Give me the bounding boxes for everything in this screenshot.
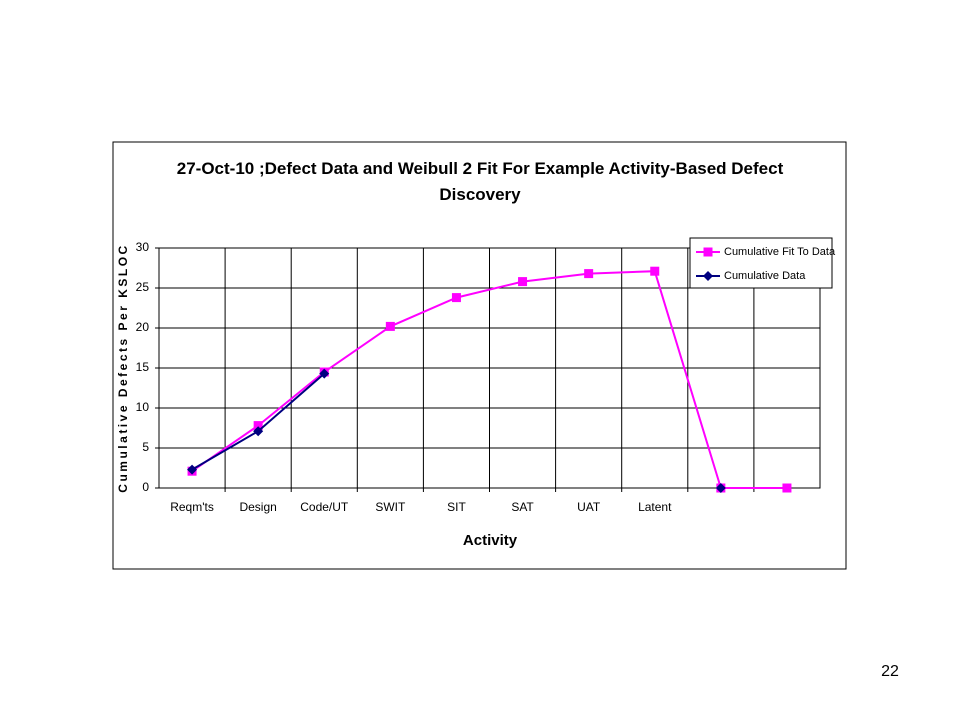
y-tick-label: 20 [136,320,150,334]
chart-frame [112,141,847,570]
point [253,421,263,431]
y-tick-label: 15 [136,360,150,374]
series-line [191,270,787,489]
x-tick-label: SIT [447,500,466,514]
legend-box [689,237,833,289]
point [715,483,726,493]
page-number: 22 [881,663,899,680]
legend-marker [703,247,713,257]
point [650,266,660,276]
point [385,321,395,331]
y-tick-label: 30 [136,240,150,254]
x-tick-label: Design [239,500,276,514]
point [451,293,461,303]
y-axis-label: Cumulative Defects Per KSLOC [116,243,130,492]
x-tick-label: SAT [511,500,534,514]
point [187,464,198,475]
y-tick-label: 10 [136,400,150,414]
y-tick-label: 25 [136,280,150,294]
point [518,277,528,287]
x-tick-label: Code/UT [300,500,349,514]
y-tick-label: 0 [142,480,149,494]
legend-marker [703,271,713,281]
point [253,426,264,437]
x-tick-label: Latent [638,500,672,514]
x-tick-label: SWIT [375,500,406,514]
legend-label: Cumulative Data [724,270,806,282]
chart-title: 27-Oct-10 ;Defect Data and Weibull 2 Fit… [176,159,784,204]
x-axis-label: Activity [463,532,518,549]
legend-label: Cumulative Fit To Data [724,246,836,258]
point [584,269,594,279]
point [782,483,792,493]
y-tick-label: 5 [142,440,149,454]
series-line [192,374,721,488]
point [319,368,330,379]
x-tick-label: UAT [577,500,601,514]
x-tick-label: Reqm'ts [170,500,214,514]
